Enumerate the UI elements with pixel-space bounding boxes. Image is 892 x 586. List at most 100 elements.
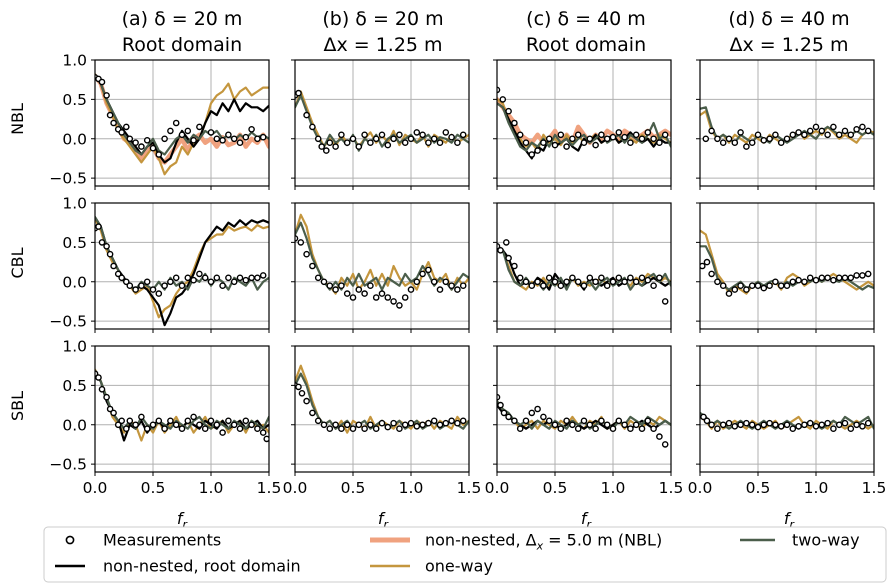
measurement-point: [425, 419, 432, 427]
measurement-point: [367, 139, 374, 146]
y-tick-label: −0.5: [49, 456, 87, 474]
panel-series-sbl-d: [700, 411, 874, 433]
x-axis-label-b-main: f: [378, 509, 386, 528]
measurement-point: [138, 282, 145, 290]
x-tick-label: 1.0: [399, 479, 424, 497]
panel-frame-cbl-b: [294, 202, 470, 330]
measurement-point: [621, 133, 628, 141]
measurement-point: [230, 278, 238, 286]
measurement-point: [248, 421, 255, 429]
panel-series-cbl-a: [95, 216, 269, 327]
measurement-point: [407, 135, 415, 143]
measurement-point: [714, 278, 721, 286]
measurement-point: [401, 294, 409, 301]
y-tick-label: 1.0: [62, 195, 87, 213]
measurement-point: [737, 282, 744, 290]
measurement-point: [754, 282, 762, 290]
x-tick-label: 1.5: [457, 479, 482, 497]
measurement-point: [143, 278, 151, 286]
measurement-point: [586, 421, 594, 429]
measurement-point: [419, 421, 426, 429]
x-tick-label: 0.0: [688, 479, 713, 497]
measurement-point: [98, 78, 106, 86]
col-d-title-line1: (d) δ = 40 m: [728, 8, 849, 30]
measurement-point: [413, 278, 421, 286]
measurement-point: [847, 274, 855, 282]
measurement-point: [207, 278, 215, 286]
measurement-point: [110, 119, 117, 127]
measurement-point: [824, 131, 831, 139]
measurement-point: [132, 139, 139, 146]
measurement-point: [540, 413, 547, 421]
x-tick-label: 1.5: [257, 479, 282, 497]
measurement-point: [338, 425, 345, 433]
measurement-point: [106, 111, 114, 119]
measurement-point: [708, 127, 715, 135]
col-c-title-line1: (c) δ = 40 m: [526, 8, 646, 30]
measurement-point: [499, 96, 507, 103]
measurement-point: [248, 274, 255, 282]
panel-frame-sbl-d: [699, 345, 875, 473]
measurement-point: [332, 143, 339, 150]
measurement-point: [615, 417, 623, 425]
series-line-one-way: [497, 245, 671, 291]
measurement-point: [615, 129, 623, 136]
measurement-point: [505, 254, 512, 262]
measurement-point: [516, 131, 524, 139]
measurement-point: [219, 429, 226, 436]
measurement-point: [207, 129, 215, 136]
measurement-point: [748, 421, 756, 429]
panel-series-sbl-b: [295, 364, 469, 434]
measurement-point: [155, 417, 163, 425]
measurement-point: [326, 139, 334, 146]
measurement-point: [413, 129, 421, 136]
measurement-point: [789, 425, 797, 433]
measurement-point: [818, 274, 826, 282]
measurement-point: [230, 135, 238, 143]
measurement-point: [349, 135, 357, 143]
measurement-point: [118, 417, 125, 425]
measurement-point: [213, 135, 221, 143]
measurement-point: [737, 421, 744, 429]
measurement-point: [497, 246, 504, 254]
measurement-point: [580, 417, 588, 425]
measurement-point: [320, 421, 328, 429]
measurement-point: [702, 135, 710, 143]
measurement-point: [349, 294, 357, 301]
measurement-point: [603, 282, 611, 290]
panel-frame-nbl-c: [496, 59, 672, 187]
measurement-point: [309, 262, 316, 270]
measurement-point: [138, 413, 145, 421]
measurement-point: [772, 421, 779, 429]
measurement-point: [172, 274, 180, 282]
measurement-point: [442, 419, 450, 427]
measurement-point: [309, 409, 316, 417]
series-line-two-way: [497, 102, 671, 152]
measurement-point: [760, 136, 768, 144]
measurement-point: [853, 421, 860, 429]
measurement-point: [569, 135, 576, 143]
measurement-point: [303, 250, 310, 258]
measurement-point: [789, 278, 797, 286]
measurement-point: [737, 129, 744, 136]
measurement-point: [149, 421, 157, 429]
measurement-point: [123, 425, 130, 433]
measurement-point: [830, 276, 837, 284]
legend-measurements-marker: [65, 535, 75, 545]
x-axis-label-a-main: f: [177, 509, 185, 528]
measurement-point: [254, 425, 261, 433]
measurement-point: [259, 272, 267, 279]
measurement-point: [609, 425, 617, 433]
measurement-point: [650, 135, 657, 143]
measurement-point: [254, 135, 261, 143]
measurement-point: [190, 413, 197, 421]
measurement-point: [632, 131, 640, 139]
measurement-point: [557, 282, 565, 290]
measurement-point: [569, 274, 576, 282]
measurement-point: [303, 111, 310, 119]
measurement-point: [528, 409, 536, 417]
measurement-point: [201, 274, 209, 282]
measurement-point: [632, 278, 640, 286]
panel-series-nbl-a: [95, 73, 269, 176]
measurement-point: [528, 151, 536, 158]
